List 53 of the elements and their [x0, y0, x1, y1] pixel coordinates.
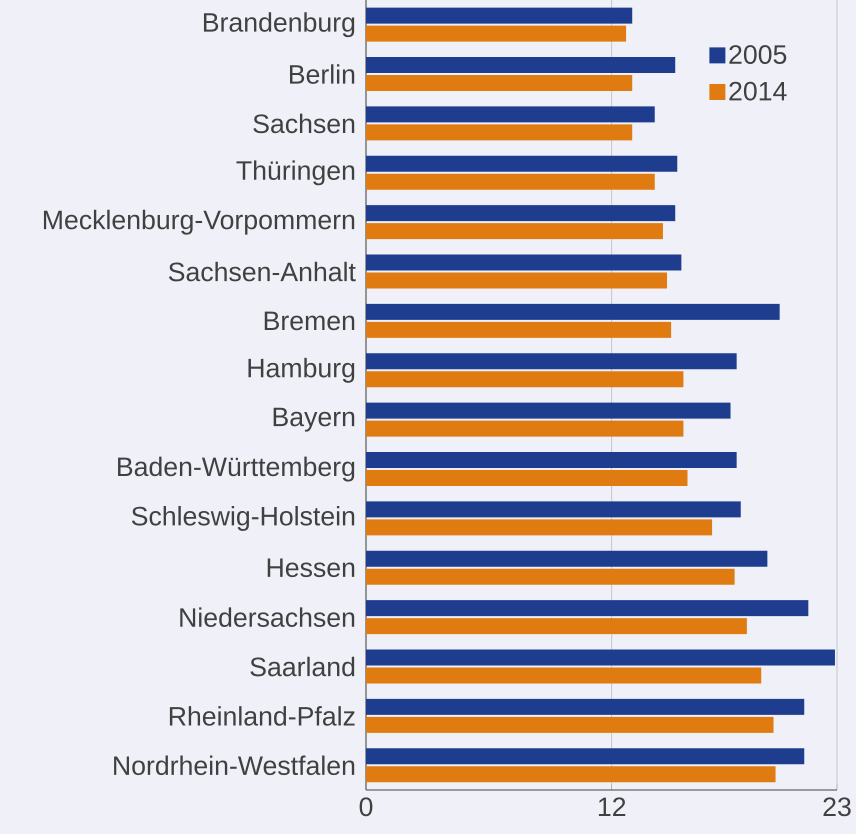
bar: [366, 57, 676, 74]
y-tick-label: Schleswig-Holstein: [132, 506, 354, 531]
bar: [366, 519, 712, 536]
bar: [366, 254, 682, 271]
bar: [366, 106, 655, 122]
bar: [366, 26, 626, 42]
y-tick-label: Berlin: [290, 64, 354, 84]
y-tick-label: Baden-Württemberg: [118, 456, 354, 482]
y-tick-label: Thüringen: [236, 160, 354, 186]
bar: [366, 402, 731, 419]
y-tick-label: Bremen: [264, 312, 354, 330]
bar: [366, 748, 804, 764]
bar: [366, 568, 735, 585]
bar: [366, 452, 737, 468]
legend-label: 2005: [729, 45, 786, 64]
bar: [366, 600, 808, 616]
bar: [366, 304, 780, 320]
y-tick-label: Sachsen: [253, 114, 354, 134]
bar: [366, 205, 676, 222]
x-tick-label: 23: [824, 797, 851, 816]
y-tick-label: Sachsen-Anhalt: [168, 262, 356, 282]
bar: [366, 156, 678, 172]
bar: [366, 75, 632, 92]
bar: [366, 322, 672, 338]
bar: [366, 124, 632, 140]
y-tick-label: Niedersachsen: [180, 607, 354, 627]
bar: [366, 353, 737, 370]
y-tick-label: Hamburg: [248, 358, 354, 383]
x-tick-label: 0: [360, 797, 372, 816]
bar: [366, 420, 684, 437]
y-tick-label: Bayern: [274, 408, 354, 432]
bar: [366, 371, 684, 388]
bar: [366, 618, 747, 634]
y-tick-label: Rheinland-Pfalz: [170, 706, 355, 726]
bar: [366, 650, 835, 666]
bar: [366, 8, 632, 24]
x-tick-label: 12: [598, 797, 626, 816]
y-tick-label: Brandenburg: [204, 12, 354, 38]
y-tick-label: Saarland: [250, 656, 354, 676]
bar: [366, 174, 655, 190]
bar: [366, 550, 768, 567]
legend-label: 2014: [729, 82, 787, 101]
bar: [366, 501, 741, 518]
y-tick-label: Mecklenburg-Vorpommern: [44, 210, 354, 235]
y-tick-label: Hessen: [268, 558, 354, 578]
bar: [366, 223, 663, 240]
bar: [366, 766, 776, 782]
bar: [366, 470, 688, 486]
y-tick-label: Nordrhein-Westfalen: [114, 756, 354, 776]
bar: [366, 668, 762, 684]
bar: [366, 272, 668, 289]
bar: [366, 716, 774, 733]
bar: [366, 698, 804, 715]
